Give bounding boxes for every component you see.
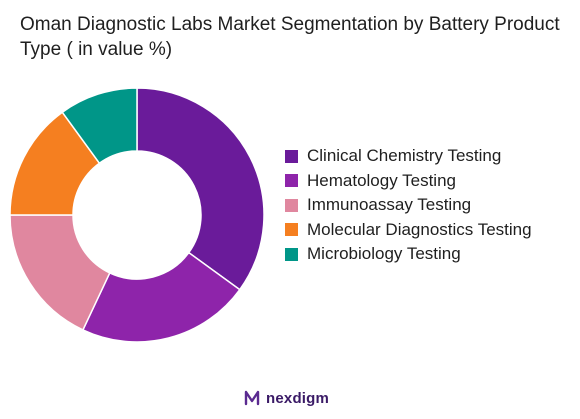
logo-text: nexdigm [266, 389, 330, 407]
legend-item: Microbiology Testing [285, 242, 532, 267]
legend-label: Hematology Testing [307, 170, 456, 190]
legend-label: Immunoassay Testing [307, 195, 472, 215]
legend-swatch [285, 149, 298, 163]
legend-item: Molecular Diagnostics Testing [285, 218, 532, 243]
legend-item: Immunoassay Testing [285, 193, 532, 218]
legend-item: Hematology Testing [285, 169, 532, 194]
legend-label: Clinical Chemistry Testing [307, 146, 502, 166]
legend-swatch [285, 223, 298, 237]
legend-swatch [285, 247, 298, 261]
slice-microbiology-testing [61, 87, 138, 165]
legend-item: Clinical Chemistry Testing [285, 144, 532, 169]
nexdigm-logo: nexdigm [243, 389, 329, 407]
slice-clinical-chemistry-testing [136, 87, 265, 291]
legend-swatch [285, 198, 298, 212]
legend-label: Microbiology Testing [307, 244, 461, 264]
legend-label: Molecular Diagnostics Testing [307, 219, 532, 239]
chart-legend: Clinical Chemistry Testing Hematology Tes… [285, 144, 532, 267]
legend-swatch [285, 174, 298, 188]
nexdigm-n-icon [244, 390, 260, 406]
slice-hematology-testing [81, 251, 241, 343]
slice-immunoassay-testing [9, 214, 111, 331]
chart-title: Oman Diagnostic Labs Market Segmentation… [20, 14, 560, 60]
